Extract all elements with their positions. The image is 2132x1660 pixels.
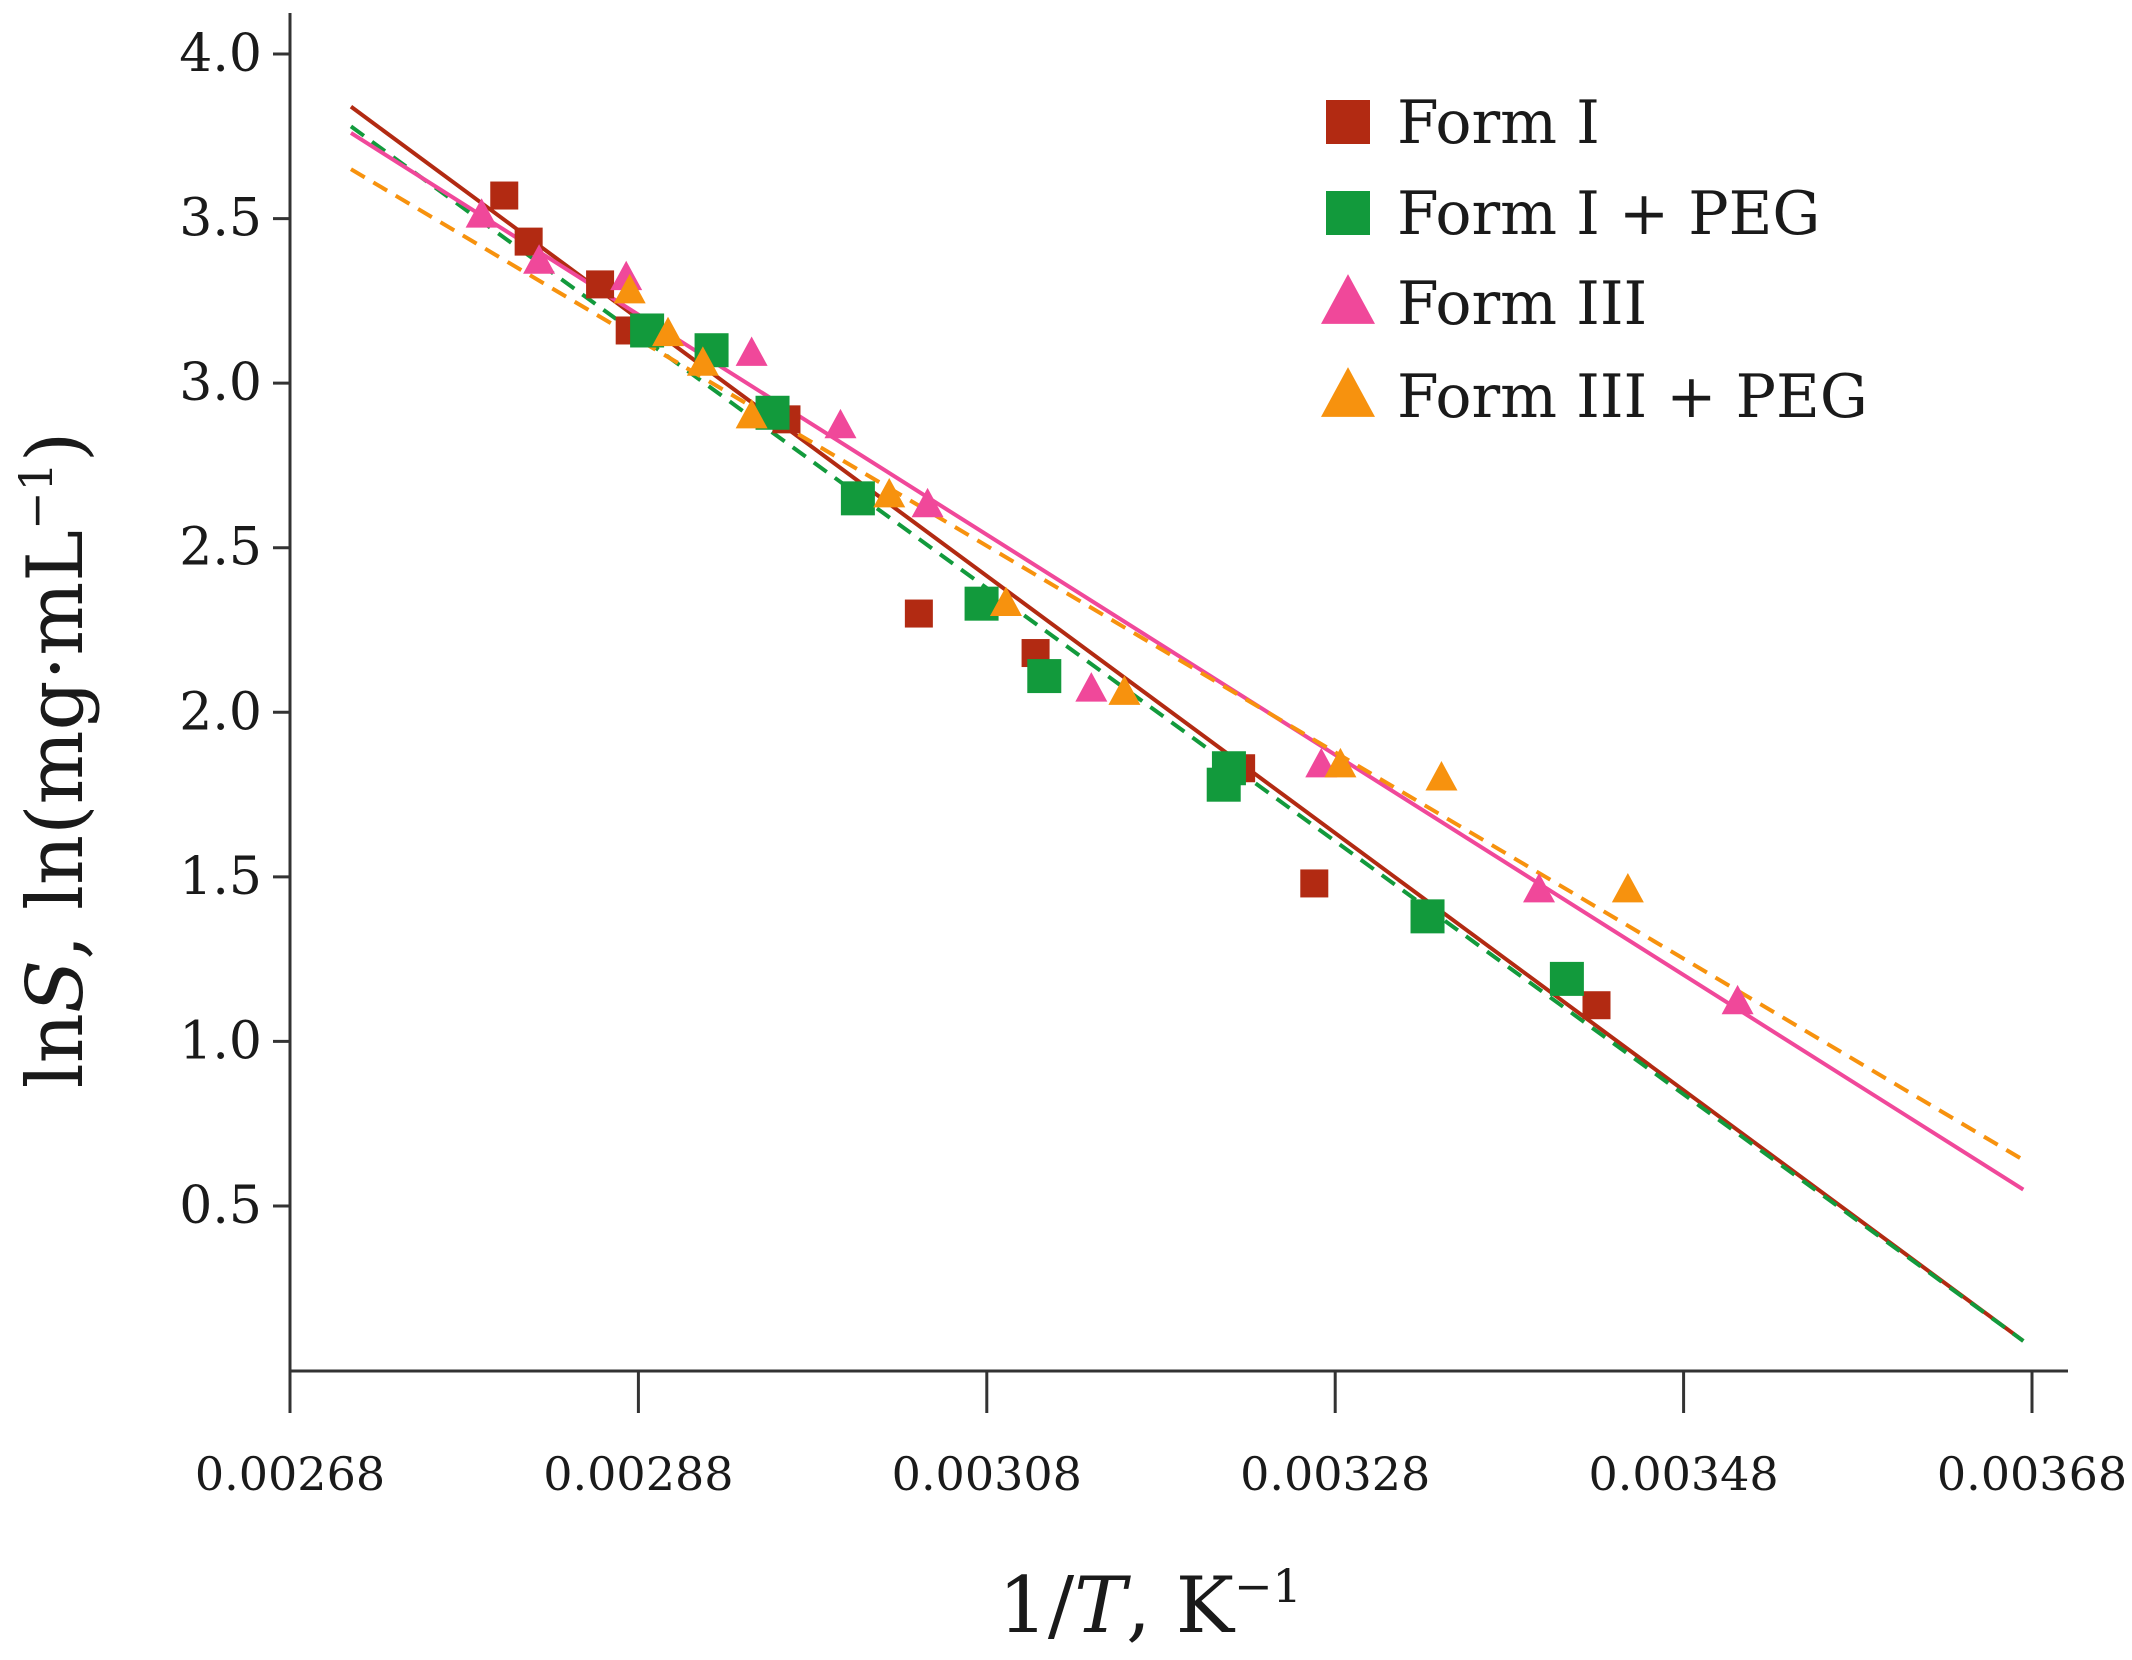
y-tick-label: 2.5 [179,518,262,578]
x-tick-label: 0.00348 [1588,1447,1778,1501]
data-point-form-iii-peg [1425,761,1458,791]
data-point-form-iii-peg [1324,747,1357,778]
data-points [465,181,1754,1020]
data-point-form-i-peg [1549,961,1584,996]
data-point-form-iii-peg [873,477,906,508]
x-tick-label: 0.00268 [195,1447,385,1501]
x-axis-title-lead: 1/ [998,1561,1075,1651]
y-axis-title-lead: ln [11,1013,101,1088]
legend-label-form-iii-peg: Form III + PEG [1397,362,1868,432]
data-point-form-i [904,599,933,628]
y-tick-label: 2.0 [179,682,262,742]
y-axis-title-sup: −1 [9,462,63,530]
y-axis-title-rest: , ln(mg·mL [11,530,101,960]
data-point-form-iii-peg [1611,872,1644,903]
x-tick-label: 0.00308 [892,1447,1082,1501]
legend: Form I Form I + PEG Form III Form III + PEG [1321,88,1868,432]
data-point-form-i [1582,991,1611,1020]
data-point-form-iii-peg [735,398,768,429]
legend-marker-form-i [1326,100,1370,144]
data-point-form-iii-peg [686,346,719,376]
x-tick-label: 0.00368 [1937,1447,2127,1501]
x-tick-label: 0.00288 [543,1447,733,1501]
y-axis-title: lnS, ln(mg·mL−1) [9,432,101,1089]
data-point-form-iii-peg [989,586,1022,617]
y-tick-label: 1.5 [179,847,262,907]
y-tick-label: 3.5 [179,189,262,249]
legend-label-form-i-peg: Form I + PEG [1397,179,1820,249]
x-axis-title: 1/T, K−1 [998,1559,1302,1651]
y-axis-title-var: S [11,960,101,1013]
data-point-form-i-peg [1410,899,1445,934]
fit-line-form-i-peg [349,124,2025,1343]
legend-marker-form-iii [1321,274,1375,324]
data-point-form-i [586,270,615,299]
data-point-form-iii [1721,984,1754,1015]
y-axis-title-close: ) [11,432,101,462]
x-axis-ticks: 0.00268 0.00288 0.00308 0.00328 0.00348 0.003… [195,1371,2127,1501]
y-tick-label: 0.5 [179,1176,262,1236]
y-tick-label: 3.0 [179,353,262,413]
x-axis-title-var: T [1074,1561,1131,1651]
data-point-form-i [1300,869,1329,898]
y-tick-label: 1.0 [179,1011,262,1071]
data-point-form-iii [911,487,944,518]
x-axis-title-rest: , K [1126,1561,1236,1651]
y-tick-label: 4.0 [179,24,262,84]
data-point-form-iii [465,198,498,228]
data-point-form-i [490,181,519,210]
data-point-form-iii [1523,872,1556,903]
x-tick-label: 0.00328 [1240,1447,1430,1501]
legend-marker-form-i-peg [1326,191,1370,235]
legend-label-form-iii: Form III [1397,269,1647,339]
data-point-form-i-peg [840,481,875,516]
legend-label-form-i: Form I [1397,88,1600,158]
fit-line-form-i [349,105,2025,1343]
y-axis-ticks: 0.5 1.0 1.5 2.0 2.5 3.0 3.5 4.0 [179,24,290,1236]
data-point-form-iii [735,336,768,366]
x-axis-title-sup: −1 [1234,1559,1302,1613]
data-point-form-iii-peg [652,316,685,347]
data-point-form-i-peg [1206,767,1241,802]
data-point-form-i-peg [1027,659,1062,694]
data-point-form-iii [824,408,857,439]
data-point-form-iii-peg [1108,675,1141,705]
data-point-form-iii [1075,672,1108,702]
legend-marker-form-iii-peg [1321,367,1375,417]
data-point-form-iii [523,244,556,274]
fit-line-form-iii-peg [349,167,2025,1162]
data-point-form-iii-peg [613,273,646,304]
